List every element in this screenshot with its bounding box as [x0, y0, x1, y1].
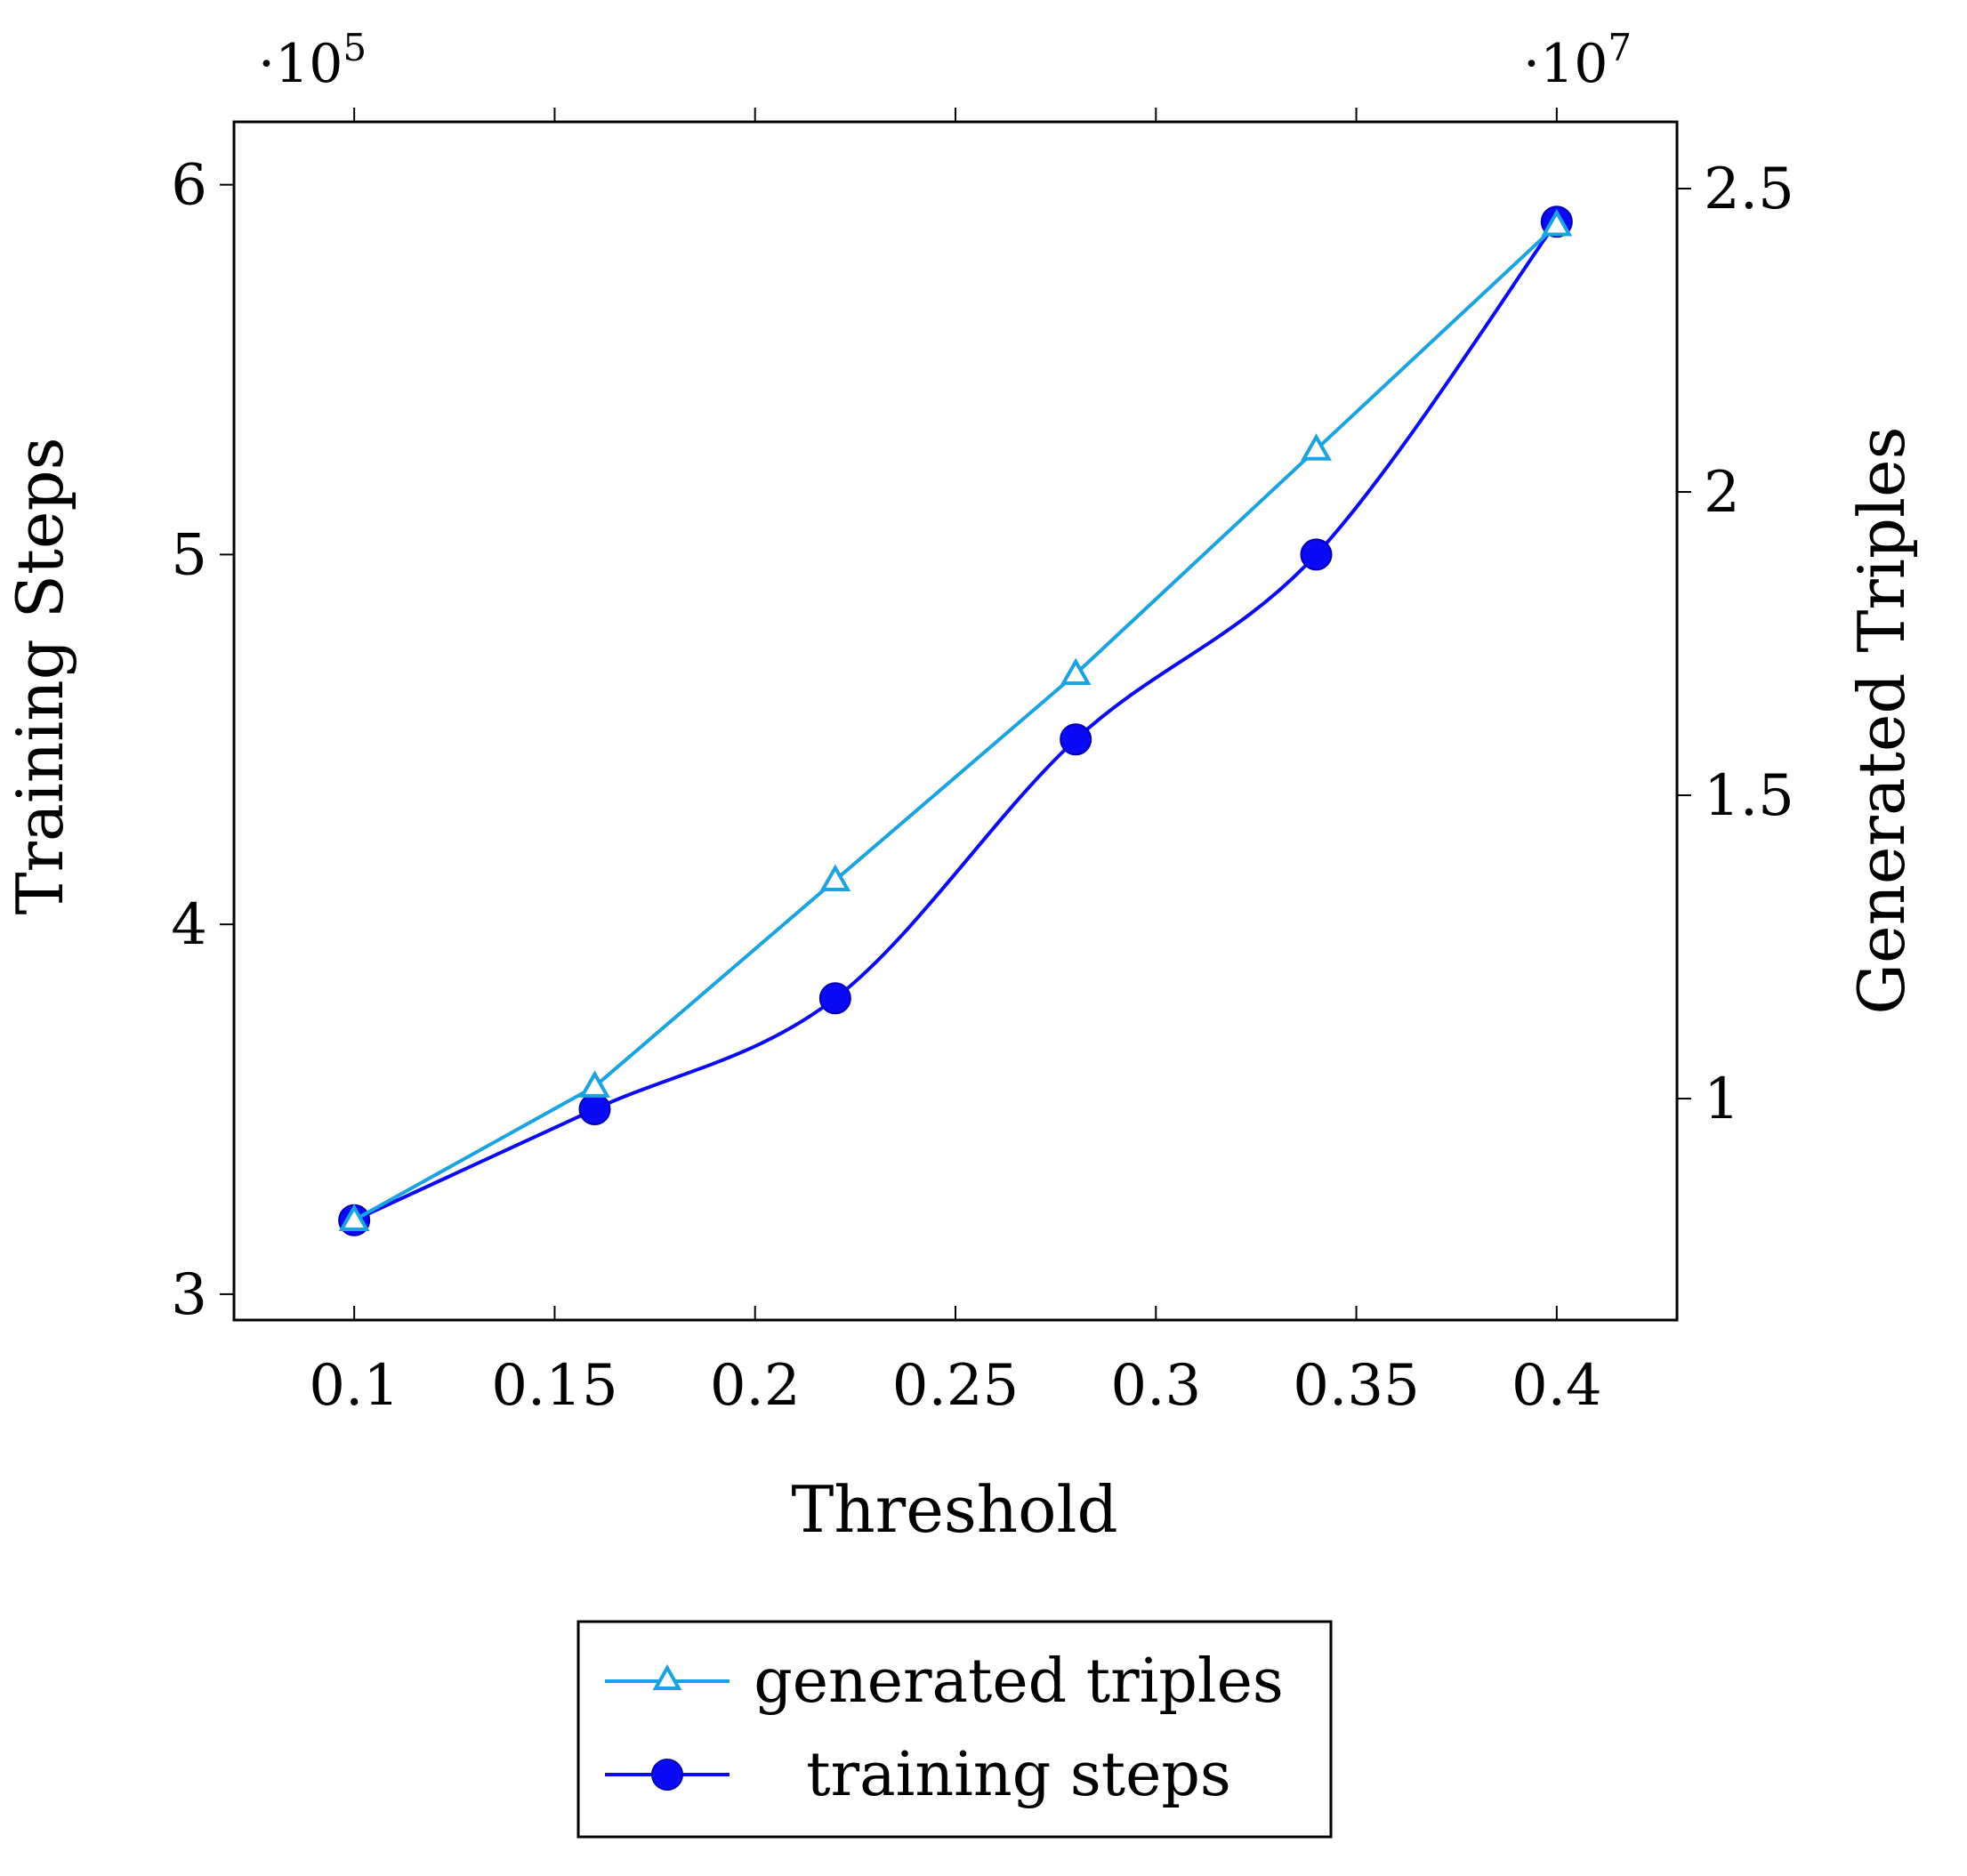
y-tick-label-right: 1.5 [1704, 763, 1794, 829]
x-tick-label: 0.1 [309, 1353, 399, 1419]
legend-entry-generated-triples: generated triples [605, 1647, 1284, 1717]
y-tick-label-left: 6 [171, 153, 207, 219]
x-tick-label: 0.35 [1293, 1353, 1420, 1419]
y-axis-title-left: Training Steps [3, 437, 77, 914]
data-point-circle [818, 982, 851, 1015]
data-point-circle [578, 1093, 611, 1126]
data-point-triangle [1541, 208, 1573, 237]
y-tick-label-left: 4 [171, 892, 207, 958]
data-point-triangle [1060, 657, 1092, 686]
y-axis-title-right: Generated Triples [1844, 426, 1919, 1014]
data-point-circle [1060, 723, 1092, 756]
x-tick-label: 0.4 [1512, 1353, 1602, 1419]
left-axis-multiplier: ·105 [258, 26, 367, 95]
right-axis-multiplier-exp: 7 [1608, 26, 1632, 69]
data-point-circle [1300, 538, 1333, 571]
data-point-triangle [579, 1070, 610, 1098]
series-layer [338, 205, 1573, 1236]
x-tick-label: 0.2 [710, 1353, 801, 1419]
x-axis-title: Threshold [791, 1472, 1117, 1547]
y-tick-label-left: 5 [171, 522, 207, 588]
legend-label-generated-triples: generated triples [754, 1647, 1284, 1717]
series-line-generated-triples [353, 223, 1559, 1222]
x-tick-label: 0.15 [491, 1353, 618, 1419]
data-point-triangle [819, 864, 851, 892]
legend: generated triples training steps [576, 1620, 1333, 1839]
left-axis-multiplier-exp: 5 [343, 26, 367, 69]
legend-marker-circle-icon [651, 1759, 683, 1791]
y-tick-label-right: 1 [1704, 1067, 1740, 1132]
data-point-triangle [1301, 433, 1332, 461]
plot-area-frame [232, 120, 1679, 1322]
y-tick-label-right: 2 [1704, 460, 1740, 526]
series-generated-triples [338, 208, 1573, 1231]
legend-entry-training-steps: training steps [605, 1740, 1231, 1810]
x-tick-label: 0.25 [892, 1353, 1020, 1419]
x-tick-label: 0.3 [1110, 1353, 1201, 1419]
axis-ticks: 0.1 0.15 0.2 0.25 0.3 0.35 0.4 3 4 5 6 1 1.5 2 2.5 [171, 108, 1794, 1419]
legend-marker-triangle-icon [652, 1663, 682, 1690]
y-tick-label-right: 2.5 [1704, 157, 1794, 222]
right-axis-multiplier: ·107 [1523, 26, 1632, 95]
legend-label-training-steps: training steps [806, 1740, 1231, 1810]
y-tick-label-left: 3 [171, 1262, 207, 1328]
data-point-triangle [338, 1204, 370, 1231]
legend-box [576, 1620, 1333, 1839]
